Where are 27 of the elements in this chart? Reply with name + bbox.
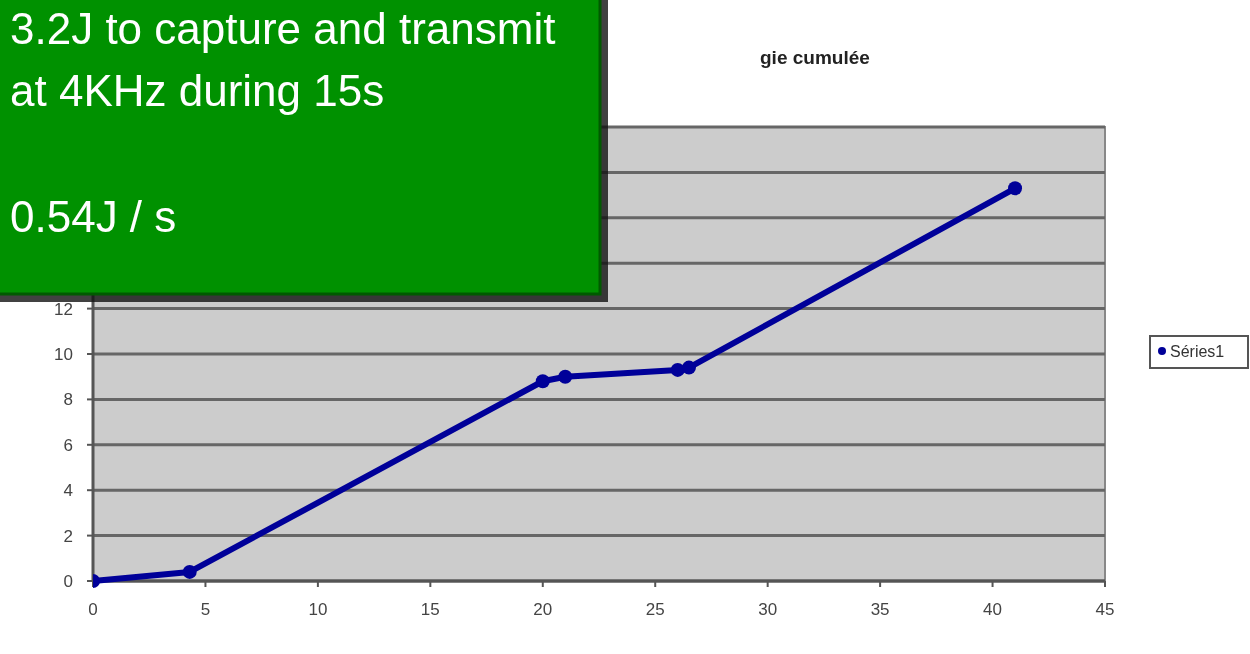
legend-label: Séries1 — [1170, 343, 1225, 360]
y-tick-label: 8 — [63, 390, 73, 410]
point — [681, 360, 696, 375]
x-tick-label: 30 — [758, 600, 778, 619]
x-tick-label: 25 — [645, 600, 665, 619]
y-tick-label: 4 — [63, 481, 73, 501]
x-tick-label: 40 — [983, 600, 1003, 619]
y-tick-label: 2 — [63, 526, 73, 546]
annotation: 0.54J / s — [10, 192, 177, 241]
text: 3.2J to capture and transmit — [10, 4, 556, 53]
x-tick-label: 35 — [870, 600, 890, 619]
y-tick-label: 0 — [63, 571, 73, 591]
point — [558, 369, 573, 384]
y-tick-label: 12 — [54, 299, 73, 319]
x-tick-label: 5 — [200, 600, 211, 619]
chart-title: gie cumulée — [760, 47, 870, 68]
x-tick-label: 0 — [88, 600, 98, 619]
y-tick-label: 6 — [63, 435, 73, 455]
x-tick-label: 15 — [420, 600, 440, 619]
point — [182, 564, 197, 579]
text: at 4KHz during 15s — [10, 66, 385, 115]
point — [1008, 181, 1023, 196]
x-tick-label: 20 — [533, 600, 553, 619]
x-tick-label: 45 — [1095, 600, 1115, 619]
point — [535, 374, 550, 389]
x-tick-label: 10 — [308, 600, 328, 619]
y-tick-label: 10 — [54, 344, 73, 364]
